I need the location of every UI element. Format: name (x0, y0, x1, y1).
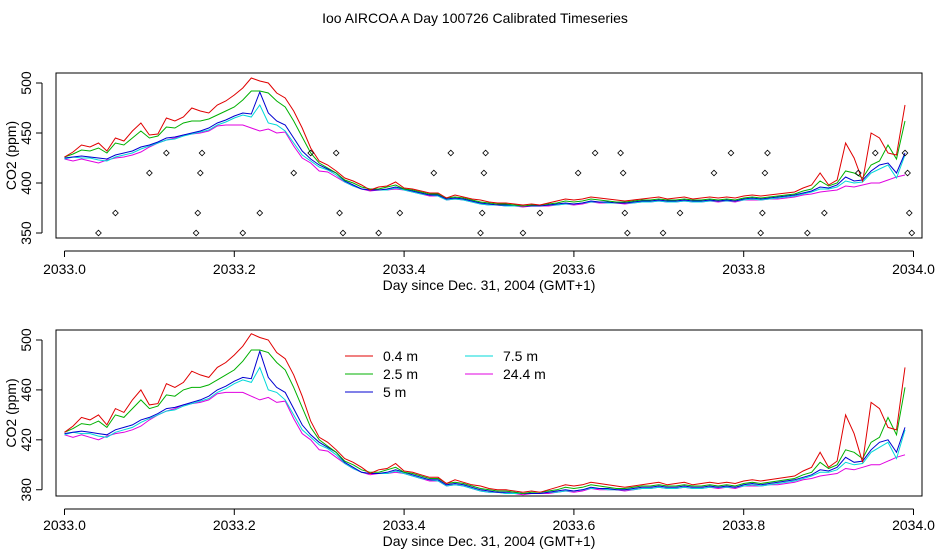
panel1-diamond-marker (163, 149, 170, 157)
panel2-y-axis-label: CO2 (ppm) (3, 378, 19, 447)
panel1-diamond-marker (676, 209, 684, 217)
panel1-x-tick-label: 2033.0 (43, 261, 86, 277)
panel1-diamond-marker (196, 169, 204, 177)
panel1-diamond-marker (759, 209, 766, 217)
panel1-diamond-marker (339, 229, 347, 237)
panel1-diamond-marker (192, 229, 200, 237)
legend-label-24-4-m: 24.4 m (503, 366, 546, 382)
panel1-diamond-marker (854, 169, 862, 177)
panel1-diamond-marker (901, 149, 909, 157)
panel1-series-line-24-4-m (64, 124, 906, 208)
panel1-y-tick-label: 350 (18, 221, 34, 245)
panel2-x-tick-label: 2033.2 (213, 517, 256, 533)
panel1-diamond-marker (659, 229, 667, 237)
legend-label-7-5-m: 7.5 m (503, 348, 538, 364)
panel2-y-tick-label: 420 (18, 428, 34, 452)
panel1-diamond-marker (617, 149, 624, 157)
panel1-diamond-marker (239, 229, 247, 237)
panel1-diamond-marker (621, 209, 629, 217)
legend-label-2-5-m: 2.5 m (383, 366, 418, 382)
panel1-diamond-marker (198, 149, 206, 157)
panel1-diamond-marker (430, 169, 438, 177)
panel1-diamond-marker (536, 209, 544, 217)
panel1-diamond-marker (290, 169, 298, 177)
panel1-diamond-marker (905, 209, 913, 217)
panel1-y-tick-label: 500 (18, 71, 34, 95)
panel2-x-tick-label: 2033.4 (383, 517, 426, 533)
panel1-x-axis-label: Day since Dec. 31, 2004 (GMT+1) (383, 277, 596, 293)
panel1-diamond-marker (710, 169, 718, 177)
panel1-y-tick-label: 450 (18, 121, 34, 145)
panel1-diamond-marker (624, 229, 631, 237)
panel1-diamond-marker (478, 209, 486, 217)
panel1-series-line-5-m (64, 90, 906, 207)
panel1-y-axis-label: CO2 (ppm) (3, 121, 19, 190)
panel1-diamond-marker (871, 149, 879, 157)
panel1-diamond-marker (307, 149, 315, 157)
panel1-x-tick-label: 2033.4 (383, 261, 426, 277)
panel1-diamond-marker (477, 229, 484, 237)
panel2-series-line-24-4-m (64, 391, 906, 496)
panel1-x-tick-label: 2033.2 (213, 261, 256, 277)
panel1-series-line-0-4-m (64, 77, 906, 206)
panel2-x-axis-label: Day since Dec. 31, 2004 (GMT+1) (383, 533, 596, 549)
panel2-x-tick-label: 2034.0 (892, 517, 935, 533)
panel2-series-group (64, 333, 906, 496)
panel1-y-tick-label: 400 (18, 171, 34, 195)
panel2-y-tick-label: 380 (18, 478, 34, 502)
legend-label-5-m: 5 m (383, 384, 406, 400)
panel1-diamond-marker (194, 209, 202, 217)
panel1-x-tick-label: 2033.6 (552, 261, 595, 277)
panel2-x-tick-label: 2033.0 (43, 517, 86, 533)
panel1-series-line-7-5-m (64, 104, 906, 207)
panel1-plot-frame (55, 72, 923, 239)
panel1-diamond-marker (904, 169, 911, 177)
panel1-diamond-marker (256, 209, 264, 217)
panel1-diamond-marker (591, 149, 599, 157)
panel2-x-tick-label: 2033.8 (722, 517, 765, 533)
panel1-x-tick-label: 2033.8 (722, 261, 765, 277)
panel1-diamond-marker (332, 149, 340, 157)
panel2-legend: 0.4 m 2.5 m 5 m 7.5 m 24.4 m (345, 348, 546, 400)
panel1-series-group (64, 77, 906, 208)
panel2-series-line-0-4-m (64, 333, 906, 493)
panel1-diamond-marker (761, 169, 769, 177)
panel1-diamond-marker (519, 229, 527, 237)
panel1-diamond-marker (95, 229, 102, 237)
panel1-diamond-marker (804, 229, 811, 237)
panel1-marker-group (95, 149, 916, 237)
panel2-series-line-5-m (64, 349, 906, 494)
panel2-x-tick-label: 2033.6 (552, 517, 595, 533)
panel1-diamond-marker (619, 169, 627, 177)
panel1-diamond-marker (908, 229, 916, 237)
panel1-diamond-marker (482, 149, 489, 157)
panel1-x-tick-label: 2034.0 (892, 261, 935, 277)
panel1-diamond-marker (727, 149, 735, 157)
panel2-series-line-2-5-m (64, 349, 906, 495)
panel2-series-line-7-5-m (64, 366, 906, 494)
panel1-diamond-marker (447, 149, 455, 157)
panel1-diamond-marker (757, 229, 765, 237)
panel1-diamond-marker (112, 209, 119, 217)
panel1-diamond-marker (764, 149, 771, 157)
legend-label-0-4-m: 0.4 m (383, 348, 418, 364)
panel1-diamond-marker (375, 229, 382, 237)
panel2-y-tick-label: 460 (18, 378, 34, 402)
panel1-diamond-marker (396, 209, 404, 217)
panel1-diamond-marker (574, 169, 582, 177)
panel1-diamond-marker (336, 209, 343, 217)
panel1-diamond-marker (820, 209, 828, 217)
panel2-plot-frame (55, 329, 923, 497)
panel2-y-tick-label: 500 (18, 328, 34, 352)
panel1-diamond-marker (146, 169, 153, 177)
panel1-series-line-2-5-m (64, 90, 906, 207)
chart-title: Ioo AIRCOA A Day 100726 Calibrated Times… (322, 10, 628, 26)
panel1-diamond-marker (480, 169, 488, 177)
